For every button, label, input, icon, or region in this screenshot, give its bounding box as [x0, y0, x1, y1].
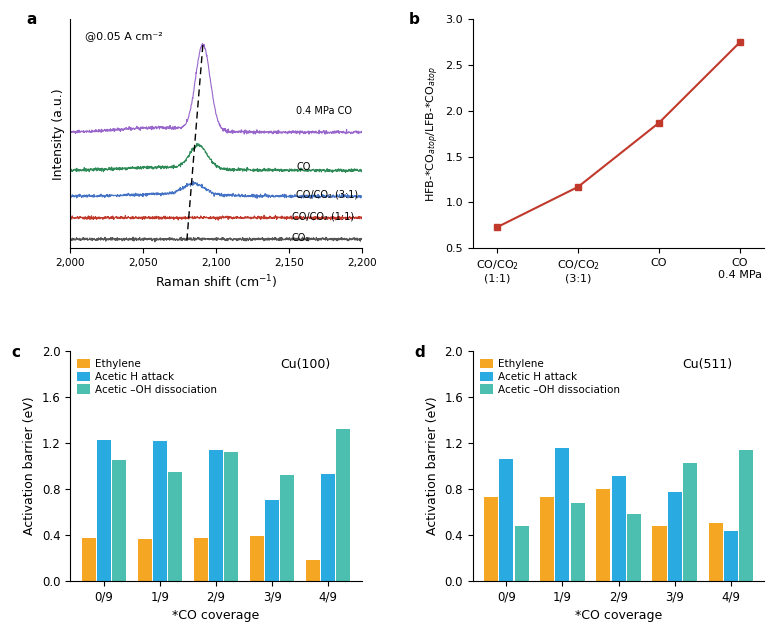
Bar	[668, 493, 682, 581]
Text: b: b	[409, 12, 420, 27]
Bar	[555, 448, 569, 581]
Text: a: a	[27, 12, 37, 27]
Bar	[541, 497, 555, 581]
Bar	[515, 526, 529, 581]
Text: Cu(511): Cu(511)	[682, 359, 733, 371]
Y-axis label: Intensity (a.u.): Intensity (a.u.)	[51, 88, 65, 179]
Bar	[138, 539, 152, 581]
Text: CO₂: CO₂	[292, 233, 310, 242]
X-axis label: *CO coverage: *CO coverage	[575, 609, 662, 622]
Bar	[739, 450, 753, 581]
Bar	[597, 489, 611, 581]
Bar	[336, 429, 350, 581]
Bar	[224, 452, 238, 581]
Legend: Ethylene, Acetic H attack, Acetic –OH dissociation: Ethylene, Acetic H attack, Acetic –OH di…	[76, 357, 219, 397]
Bar	[112, 460, 126, 581]
Bar	[153, 441, 167, 581]
Bar	[499, 459, 513, 581]
Bar	[306, 560, 320, 581]
Bar	[194, 538, 208, 581]
X-axis label: Raman shift (cm$^{-1}$): Raman shift (cm$^{-1}$)	[155, 274, 277, 291]
Bar	[168, 471, 182, 581]
Bar	[724, 531, 738, 581]
Text: CO/CO₂ (3:1): CO/CO₂ (3:1)	[296, 190, 358, 200]
Text: 0.4 MPa CO: 0.4 MPa CO	[296, 106, 353, 116]
Legend: Ethylene, Acetic H attack, Acetic –OH dissociation: Ethylene, Acetic H attack, Acetic –OH di…	[478, 357, 622, 397]
Text: d: d	[414, 345, 425, 360]
Bar	[280, 475, 294, 581]
Bar	[682, 463, 697, 581]
Bar	[571, 503, 585, 581]
Bar	[484, 497, 498, 581]
Text: @0.05 A cm⁻²: @0.05 A cm⁻²	[85, 31, 162, 41]
Y-axis label: HFB-*CO$_{atop}$/LFB-*CO$_{atop}$: HFB-*CO$_{atop}$/LFB-*CO$_{atop}$	[424, 66, 441, 202]
Bar	[321, 474, 335, 581]
Bar	[97, 440, 111, 581]
X-axis label: *CO coverage: *CO coverage	[172, 609, 260, 622]
Text: c: c	[12, 345, 21, 360]
Bar	[612, 477, 626, 581]
Text: CO/CO₂ (1:1): CO/CO₂ (1:1)	[292, 211, 354, 221]
Text: Cu(100): Cu(100)	[280, 359, 331, 371]
Bar	[250, 536, 264, 581]
Y-axis label: Activation barrier (eV): Activation barrier (eV)	[23, 397, 36, 535]
Bar	[626, 514, 640, 581]
Bar	[708, 523, 722, 581]
Text: CO: CO	[296, 162, 310, 172]
Bar	[82, 538, 96, 581]
Bar	[653, 526, 667, 581]
Y-axis label: Activation barrier (eV): Activation barrier (eV)	[426, 397, 438, 535]
Bar	[209, 450, 223, 581]
Bar	[265, 500, 279, 581]
